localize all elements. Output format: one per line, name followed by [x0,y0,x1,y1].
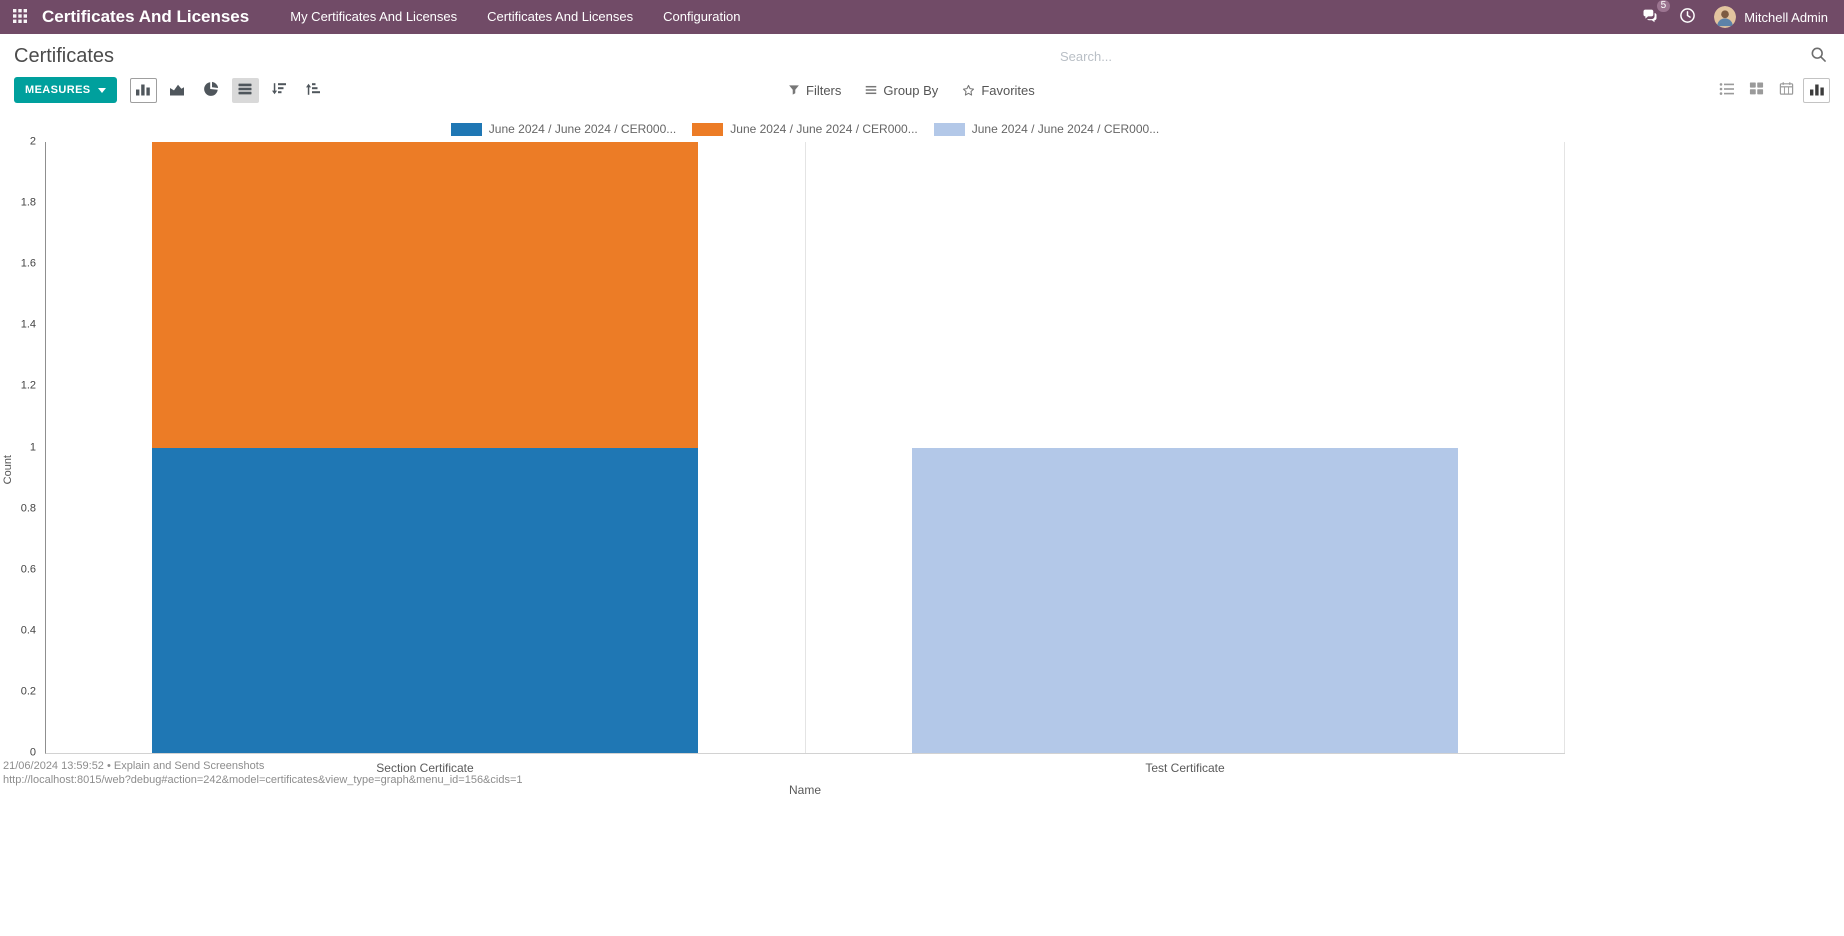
legend-label: June 2024 / June 2024 / CER000... [488,122,677,136]
control-panel-buttons: MEASURES [0,74,1844,114]
legend-swatch [933,122,965,136]
bar-stack [152,142,699,753]
search-button[interactable] [1807,43,1830,69]
avatar [1714,6,1737,28]
sort-descending-button[interactable] [266,78,293,103]
y-tick-label: 1.8 [20,196,36,209]
y-tick-label: 0.2 [20,685,36,698]
bar-segment[interactable] [152,142,699,448]
search-icon [1810,46,1827,66]
search-box [1058,43,1830,69]
top-menu: My Certificates And Licenses Certificate… [275,0,755,34]
legend-item[interactable]: June 2024 / June 2024 / CER000... [450,122,677,136]
overlay-timestamp: 21/06/2024 13:59:52 • Explain and Send S… [3,760,265,772]
y-tick-label: 0.6 [20,563,36,576]
favorites-star-icon [962,84,975,97]
line-chart-mode-button[interactable] [164,78,191,103]
sort-ascending-button[interactable] [300,78,327,103]
graph-view: June 2024 / June 2024 / CER000... June 20… [0,114,1844,797]
legend-item[interactable]: June 2024 / June 2024 / CER000... [692,122,918,136]
area-chart-icon [169,81,185,100]
bar-chart-mode-button[interactable] [129,77,157,103]
legend-swatch [692,122,724,136]
kanban-view-icon [1749,81,1764,99]
x-tick-label: Test Certificate [1145,761,1225,775]
calendar-view-icon [1779,81,1794,99]
group-by-label: Group By [883,82,939,98]
search-options: Filters Group By Favorites [788,83,1035,98]
legend-item[interactable]: June 2024 / June 2024 / CER000... [933,122,1160,136]
group-by-icon [865,84,877,96]
filters-label: Filters [806,82,842,98]
y-tick-label: 2 [29,135,36,148]
top-navbar: Certificates And Licenses My Certificate… [0,0,1844,34]
y-tick-label: 1.4 [20,318,36,331]
user-menu[interactable]: Mitchell Admin [1714,6,1828,28]
y-tick-label: 1.6 [20,257,36,270]
bar-chart-icon [135,81,151,100]
category-slot [46,142,806,753]
measures-label: MEASURES [25,84,91,96]
menu-my-certificates-and-licenses[interactable]: My Certificates And Licenses [290,9,458,24]
sort-asc-icon [305,81,321,100]
x-axis-title: Name [788,783,821,797]
page-title: Certificates [14,44,115,67]
filter-icon [788,84,800,96]
bar-segment[interactable] [152,447,699,753]
kanban-view-button[interactable] [1743,78,1770,103]
category-slot [806,142,1565,753]
graph-view-button[interactable] [1803,77,1830,103]
messages-icon [1641,8,1659,27]
screenshot-overlay: 21/06/2024 13:59:52 • Explain and Send S… [3,760,523,788]
favorites-label: Favorites [981,82,1035,98]
menu-configuration[interactable]: Configuration [663,9,741,24]
pie-chart-icon [203,81,219,100]
activities-button[interactable] [1677,5,1698,29]
y-tick-label: 0.8 [20,502,36,515]
y-tick-label: 0.4 [20,624,36,637]
overlay-url: http://localhost:8015/web?debug#action=2… [3,773,523,786]
x-tick-label: Section Certificate [376,761,474,775]
activities-clock-icon [1679,7,1696,27]
sort-desc-icon [271,81,287,100]
menu-certificates-and-licenses[interactable]: Certificates And Licenses [487,9,634,24]
stacked-icon [237,81,253,100]
y-tick-label: 1 [29,441,36,453]
message-count-badge: 5 [1656,0,1671,12]
navbar-right: 5 Mitchell Admin [1639,0,1834,29]
control-panel-top: Certificates [0,34,1844,74]
pie-chart-mode-button[interactable] [198,78,225,103]
app-title[interactable]: Certificates And Licenses [42,7,250,26]
y-axis: 0 0.2 0.4 0.6 0.8 1 1.2 1.4 1.6 1.8 2 [1,136,43,758]
list-view-icon [1719,81,1735,100]
measures-button[interactable]: MEASURES [14,77,117,103]
messages-button[interactable]: 5 [1639,0,1671,29]
y-tick-label: 0 [29,746,36,759]
search-input[interactable] [1058,44,1807,68]
chart-legend: June 2024 / June 2024 / CER000... June 20… [45,114,1565,142]
bar-segment[interactable] [911,447,1458,753]
legend-swatch [450,122,482,136]
caret-down-icon [97,84,106,96]
list-view-button[interactable] [1713,78,1740,103]
view-switcher [1713,77,1830,103]
user-name: Mitchell Admin [1744,9,1828,25]
stacked-toggle-button[interactable] [231,77,259,103]
x-labels: Section Certificate Test Certificate [45,754,1565,775]
filters-button[interactable]: Filters [788,83,841,98]
plot-area: 0 0.2 0.4 0.6 0.8 1 1.2 1.4 1.6 1.8 2 [21,136,1565,758]
group-by-button[interactable]: Group By [865,83,938,98]
bar-stack [911,142,1458,753]
legend-label: June 2024 / June 2024 / CER000... [730,122,918,136]
calendar-view-button[interactable] [1773,78,1800,103]
graph-view-icon [1809,81,1825,100]
apps-grid-icon [12,8,28,27]
chart-mode-toolbar [129,77,327,103]
favorites-button[interactable]: Favorites [962,82,1035,98]
apps-menu-button[interactable] [6,4,34,31]
chart: Count 0 0.2 0.4 0.6 0.8 1 1.2 1.4 1.6 1.8 2 Sectio… [2,136,1565,797]
legend-label: June 2024 / June 2024 / CER000... [971,122,1160,136]
y-tick-label: 1.2 [20,379,36,392]
